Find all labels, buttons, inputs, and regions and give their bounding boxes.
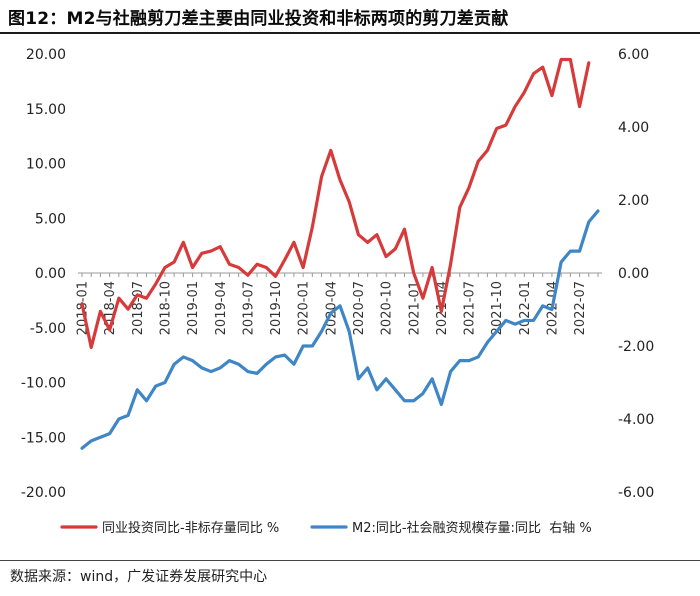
legend-label: M2:同比-社会融资规模存量:同比 右轴 % <box>352 520 592 536</box>
x-tick-label: 2020-07 <box>352 281 367 335</box>
x-tick-label: 2022-07 <box>573 281 588 335</box>
y-right-tick-label: 4.00 <box>618 120 649 136</box>
y-left-tick-label: 20.00 <box>26 47 66 63</box>
y-right-tick-label: 0.00 <box>618 266 649 282</box>
y-left-tick-label: 0.00 <box>35 266 66 282</box>
x-tick-label: 2019-01 <box>186 281 201 335</box>
x-tick-label: 2021-01 <box>407 281 422 335</box>
x-tick-label: 2019-07 <box>241 281 256 335</box>
x-tick-label: 2019-10 <box>269 281 284 335</box>
y-left-tick-label: -10.00 <box>21 376 66 392</box>
y-right-tick-label: -6.00 <box>618 485 654 501</box>
y-left-tick-label: 5.00 <box>35 211 66 227</box>
chart-title: 图12：M2与社融剪刀差主要由同业投资和非标两项的剪刀差贡献 <box>8 9 509 29</box>
x-tick-label: 2020-10 <box>380 281 395 335</box>
title-divider <box>0 32 700 34</box>
y-right-tick-label: -2.00 <box>618 339 654 355</box>
source-note: 数据来源：wind，广发证券发展研究中心 <box>10 569 268 585</box>
y-left-tick-label: -15.00 <box>21 430 66 446</box>
y-right-tick-label: 6.00 <box>618 47 649 63</box>
x-tick-label: 2019-04 <box>214 281 229 335</box>
x-tick-label: 2022-01 <box>518 281 533 335</box>
y-left-tick-label: -20.00 <box>21 485 66 501</box>
x-tick-label: 2018-10 <box>158 281 173 335</box>
series-line-m2-vs-tsf <box>80 209 600 450</box>
x-tick-label: 2021-07 <box>463 281 478 335</box>
y-right-tick-label: -4.00 <box>618 412 654 428</box>
y-left-tick-label: -5.00 <box>30 321 66 337</box>
legend-label: 同业投资同比-非标存量同比 % <box>102 520 279 536</box>
x-tick-label: 2020-01 <box>297 281 312 335</box>
y-right-tick-label: 2.00 <box>618 193 649 209</box>
chart: 20.00 15.00 10.00 5.00 0.00 -5.00 -10.00 -15.00… <box>21 47 654 536</box>
series-line-interbank-vs-nonstandard <box>80 57 591 350</box>
x-tick-label: 2021-10 <box>490 281 505 335</box>
y-left-tick-label: 15.00 <box>26 102 66 118</box>
source-divider <box>0 560 700 561</box>
y-left-tick-label: 10.00 <box>26 157 66 173</box>
x-tick-label: 2018-07 <box>131 281 146 335</box>
